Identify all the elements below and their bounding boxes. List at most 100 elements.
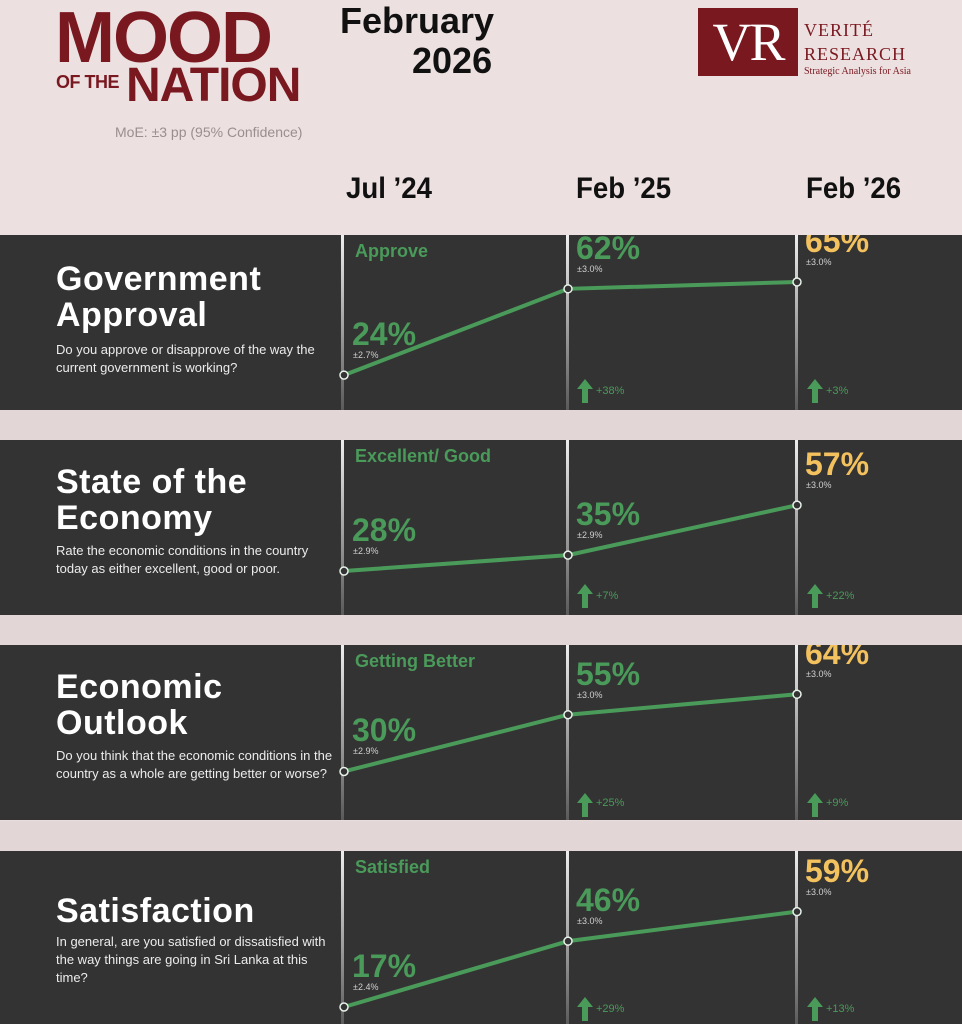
value-label-feb26: 59% (805, 852, 870, 889)
separator-band (0, 410, 962, 440)
trend-chart (339, 906, 802, 1012)
data-point-feb26 (792, 689, 802, 700)
up-arrow-icon (807, 584, 823, 594)
panel-question: Do you approve or disapprove of the way … (56, 342, 315, 375)
column-divider (795, 851, 798, 1024)
data-point-feb25 (563, 709, 573, 720)
panel-economic-outlook: Economic Outlook Do you think that the e… (0, 645, 962, 820)
column-header-feb26: Feb ’26 (806, 172, 902, 205)
data-point-jul24 (339, 370, 349, 380)
up-arrow-icon (812, 594, 818, 608)
moe-feb25: ±3.0% (577, 916, 603, 927)
up-arrow-icon (812, 803, 818, 817)
moe-feb26: ±3.0% (806, 669, 832, 680)
column-header-jul24: Jul ’24 (346, 172, 432, 205)
up-arrow-icon (577, 793, 593, 803)
panel-title: Government Approval (56, 260, 262, 334)
panel-title: Satisfaction (56, 892, 255, 930)
moe-feb26: ±3.0% (806, 480, 832, 491)
data-point-feb26 (792, 500, 802, 510)
up-arrow-icon (812, 389, 818, 403)
margin-of-error-note: MoE: ±3 pp (95% Confidence) (115, 124, 303, 140)
value-label-jul24: 30% (352, 712, 417, 749)
column-divider (795, 235, 798, 410)
up-arrow-icon (582, 1007, 588, 1021)
value-label-feb26: 57% (805, 446, 870, 483)
panel-government-approval: Government Approval Do you approve or di… (0, 235, 962, 410)
column-header-feb25: Feb ’25 (576, 172, 672, 205)
data-point-jul24 (339, 566, 349, 576)
brand-name-line2: RESEARCH (804, 44, 907, 64)
column-divider (566, 645, 569, 820)
series-label: Getting Better (355, 651, 476, 671)
column-divider (341, 851, 344, 1024)
change-feb25: +38% (596, 385, 625, 397)
separator-band (0, 821, 962, 851)
moe-feb25: ±3.0% (577, 263, 603, 274)
value-label-jul24: 24% (352, 316, 417, 353)
moe-jul24: ±2.9% (353, 746, 379, 757)
panel-question: Rate the economic conditions in the coun… (56, 543, 309, 576)
series-label: Satisfied (355, 857, 431, 877)
series-label: Excellent/ Good (355, 446, 492, 466)
data-point-feb26 (792, 277, 802, 287)
moe-jul24: ±2.4% (353, 982, 379, 992)
brand-logo: VR (698, 8, 798, 76)
change-feb25: +29% (596, 1003, 625, 1015)
column-divider (341, 235, 344, 410)
panel-state-of-the-economy: State of the Economy Rate the economic c… (0, 440, 962, 615)
moe-jul24: ±2.9% (353, 546, 379, 557)
trend-chart (339, 500, 802, 576)
panel-satisfaction: Satisfaction In general, are you satisfi… (0, 851, 962, 1024)
panel-question: In general, are you satisfied or dissati… (56, 934, 326, 985)
header: MOOD OF THE NATION MoE: ±3 pp (95% Confi… (0, 0, 962, 235)
up-arrow-icon (577, 584, 593, 594)
brand-tagline: Strategic Analysis for Asia (804, 66, 911, 77)
up-arrow-icon (582, 389, 588, 403)
change-feb26: +22% (826, 590, 855, 602)
value-label-jul24: 28% (352, 512, 417, 549)
data-point-jul24 (339, 766, 349, 777)
moe-feb26: ±3.0% (806, 257, 832, 267)
moe-jul24: ±2.7% (353, 350, 379, 361)
up-arrow-icon (807, 379, 823, 389)
brand-letters: VR (712, 12, 785, 72)
panel-question: Do you think that the economic condition… (56, 748, 333, 781)
value-label-jul24: 17% (352, 948, 417, 984)
series-label: Approve (355, 241, 429, 261)
panel-title: State of the Economy (56, 463, 248, 537)
change-feb25: +7% (596, 590, 619, 602)
data-point-jul24 (339, 1002, 349, 1012)
change-feb26: +3% (826, 385, 849, 397)
panel-title: Economic Outlook (56, 668, 223, 742)
report-year: 2026 (412, 40, 493, 81)
logo-mood-text: MOOD (55, 0, 273, 78)
value-label-feb25: 46% (576, 882, 641, 919)
data-point-feb26 (792, 906, 802, 917)
up-arrow-icon (807, 793, 823, 803)
column-divider (795, 440, 798, 615)
logo-of-the-text: OF THE (56, 72, 120, 92)
up-arrow-icon (577, 997, 593, 1007)
moe-feb26: ±3.0% (806, 886, 832, 897)
change-feb25: +25% (596, 797, 625, 809)
up-arrow-icon (582, 803, 588, 817)
separator-band (0, 615, 962, 645)
data-point-feb25 (563, 284, 573, 294)
up-arrow-icon (812, 1007, 818, 1021)
column-divider (566, 235, 569, 410)
value-label-feb25: 55% (576, 655, 641, 692)
up-arrow-icon (582, 594, 588, 608)
data-point-feb25 (563, 550, 573, 560)
up-arrow-icon (577, 379, 593, 389)
moe-feb25: ±2.9% (577, 530, 603, 541)
trend-chart (339, 277, 802, 380)
logo-nation-text: NATION (126, 59, 301, 112)
moe-feb25: ±3.0% (577, 689, 603, 700)
column-divider (341, 645, 344, 820)
trend-chart (339, 689, 802, 777)
value-label-feb26: 65% (805, 235, 870, 259)
column-divider (341, 440, 344, 615)
brand-name-line1: VERITÉ (804, 20, 874, 40)
value-label-feb25: 62% (576, 235, 641, 266)
